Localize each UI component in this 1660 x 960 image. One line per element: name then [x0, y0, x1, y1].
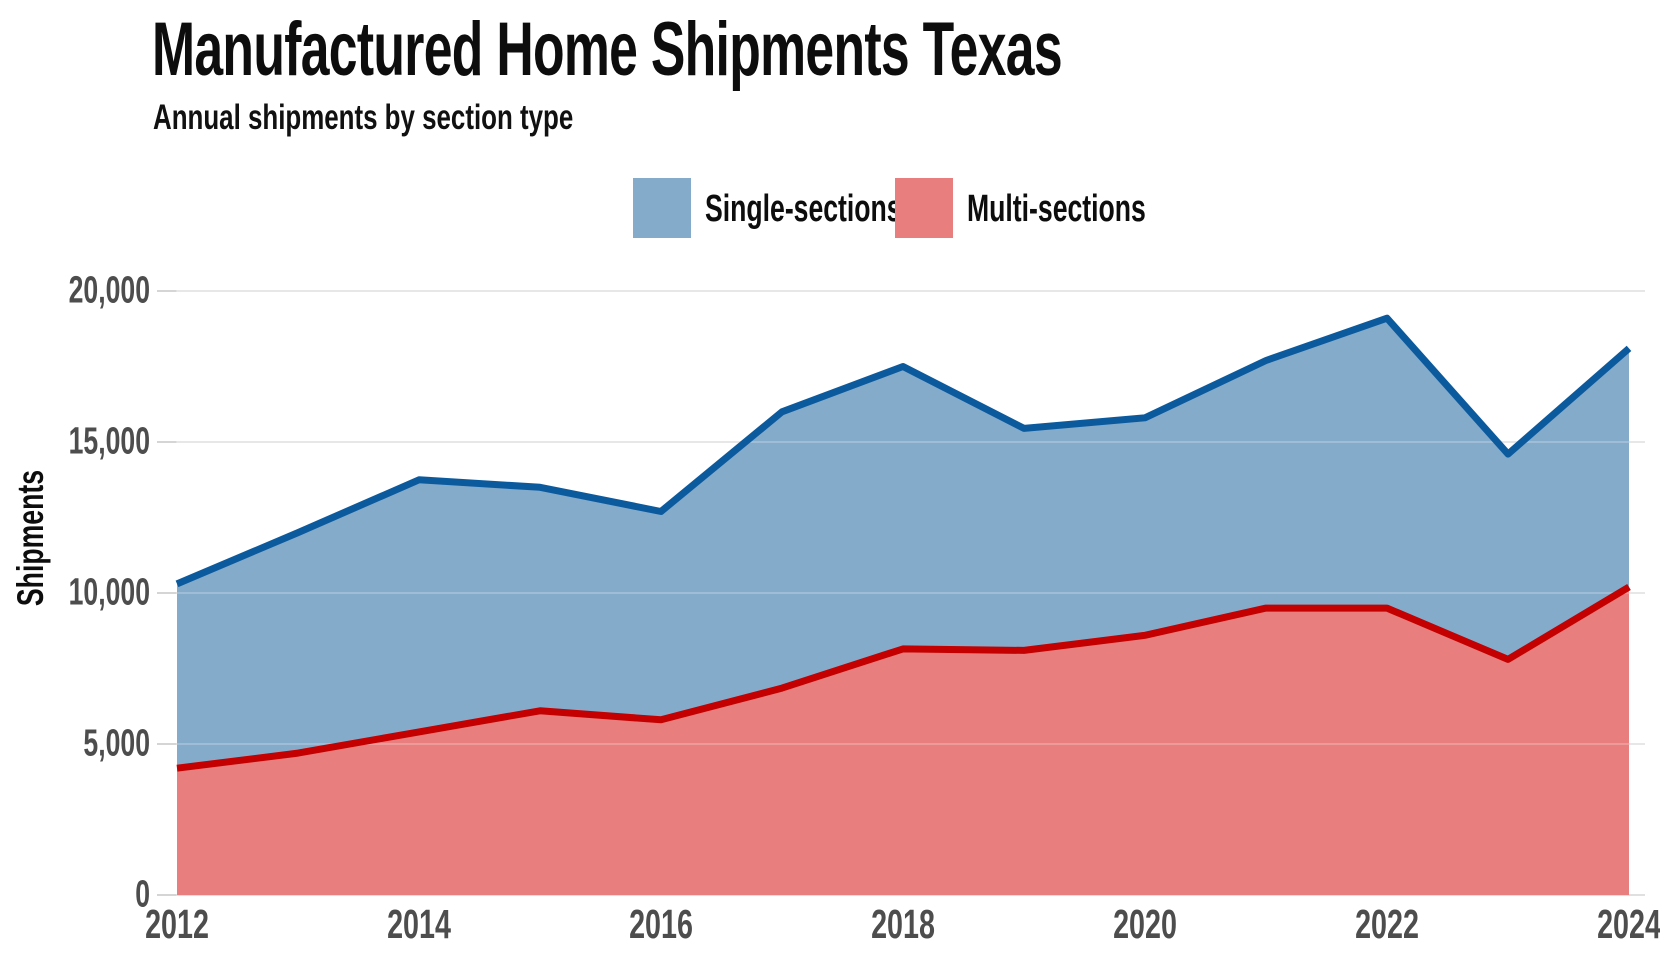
multi-sections-area [177, 587, 1629, 895]
y-tick-label: 10,000 [68, 571, 150, 614]
x-tick-label: 2024 [1597, 901, 1660, 947]
x-tick-label: 2020 [1113, 901, 1177, 947]
legend: Single-sections Multi-sections [633, 178, 1233, 238]
x-tick-label: 2018 [871, 901, 935, 947]
y-tick-label: 15,000 [68, 420, 150, 463]
legend-label-single-sections: Single-sections [705, 188, 902, 230]
y-axis-ticks [157, 290, 176, 896]
legend-swatch-multi-sections [895, 178, 953, 238]
y-tick-label: 0 [135, 873, 150, 916]
y-tick-label: 5,000 [83, 722, 150, 765]
page-title: Manufactured Home Shipments Texas [152, 7, 1063, 92]
multi-sections-line [176, 583, 1631, 772]
x-tick-label: 2016 [629, 901, 693, 947]
x-tick-label: 2012 [145, 901, 209, 947]
x-tick-label: 2014 [387, 901, 451, 947]
y-tick-label: 20,000 [68, 269, 150, 312]
single-sections-area [177, 318, 1629, 769]
page-subtitle: Annual shipments by section type [153, 98, 574, 137]
single-sections-line [175, 314, 1632, 588]
legend-swatch-single-sections [633, 178, 691, 238]
legend-label-multi-sections: Multi-sections [967, 188, 1146, 230]
gridline-overlays [177, 290, 1645, 745]
x-tick-label: 2022 [1355, 901, 1419, 947]
